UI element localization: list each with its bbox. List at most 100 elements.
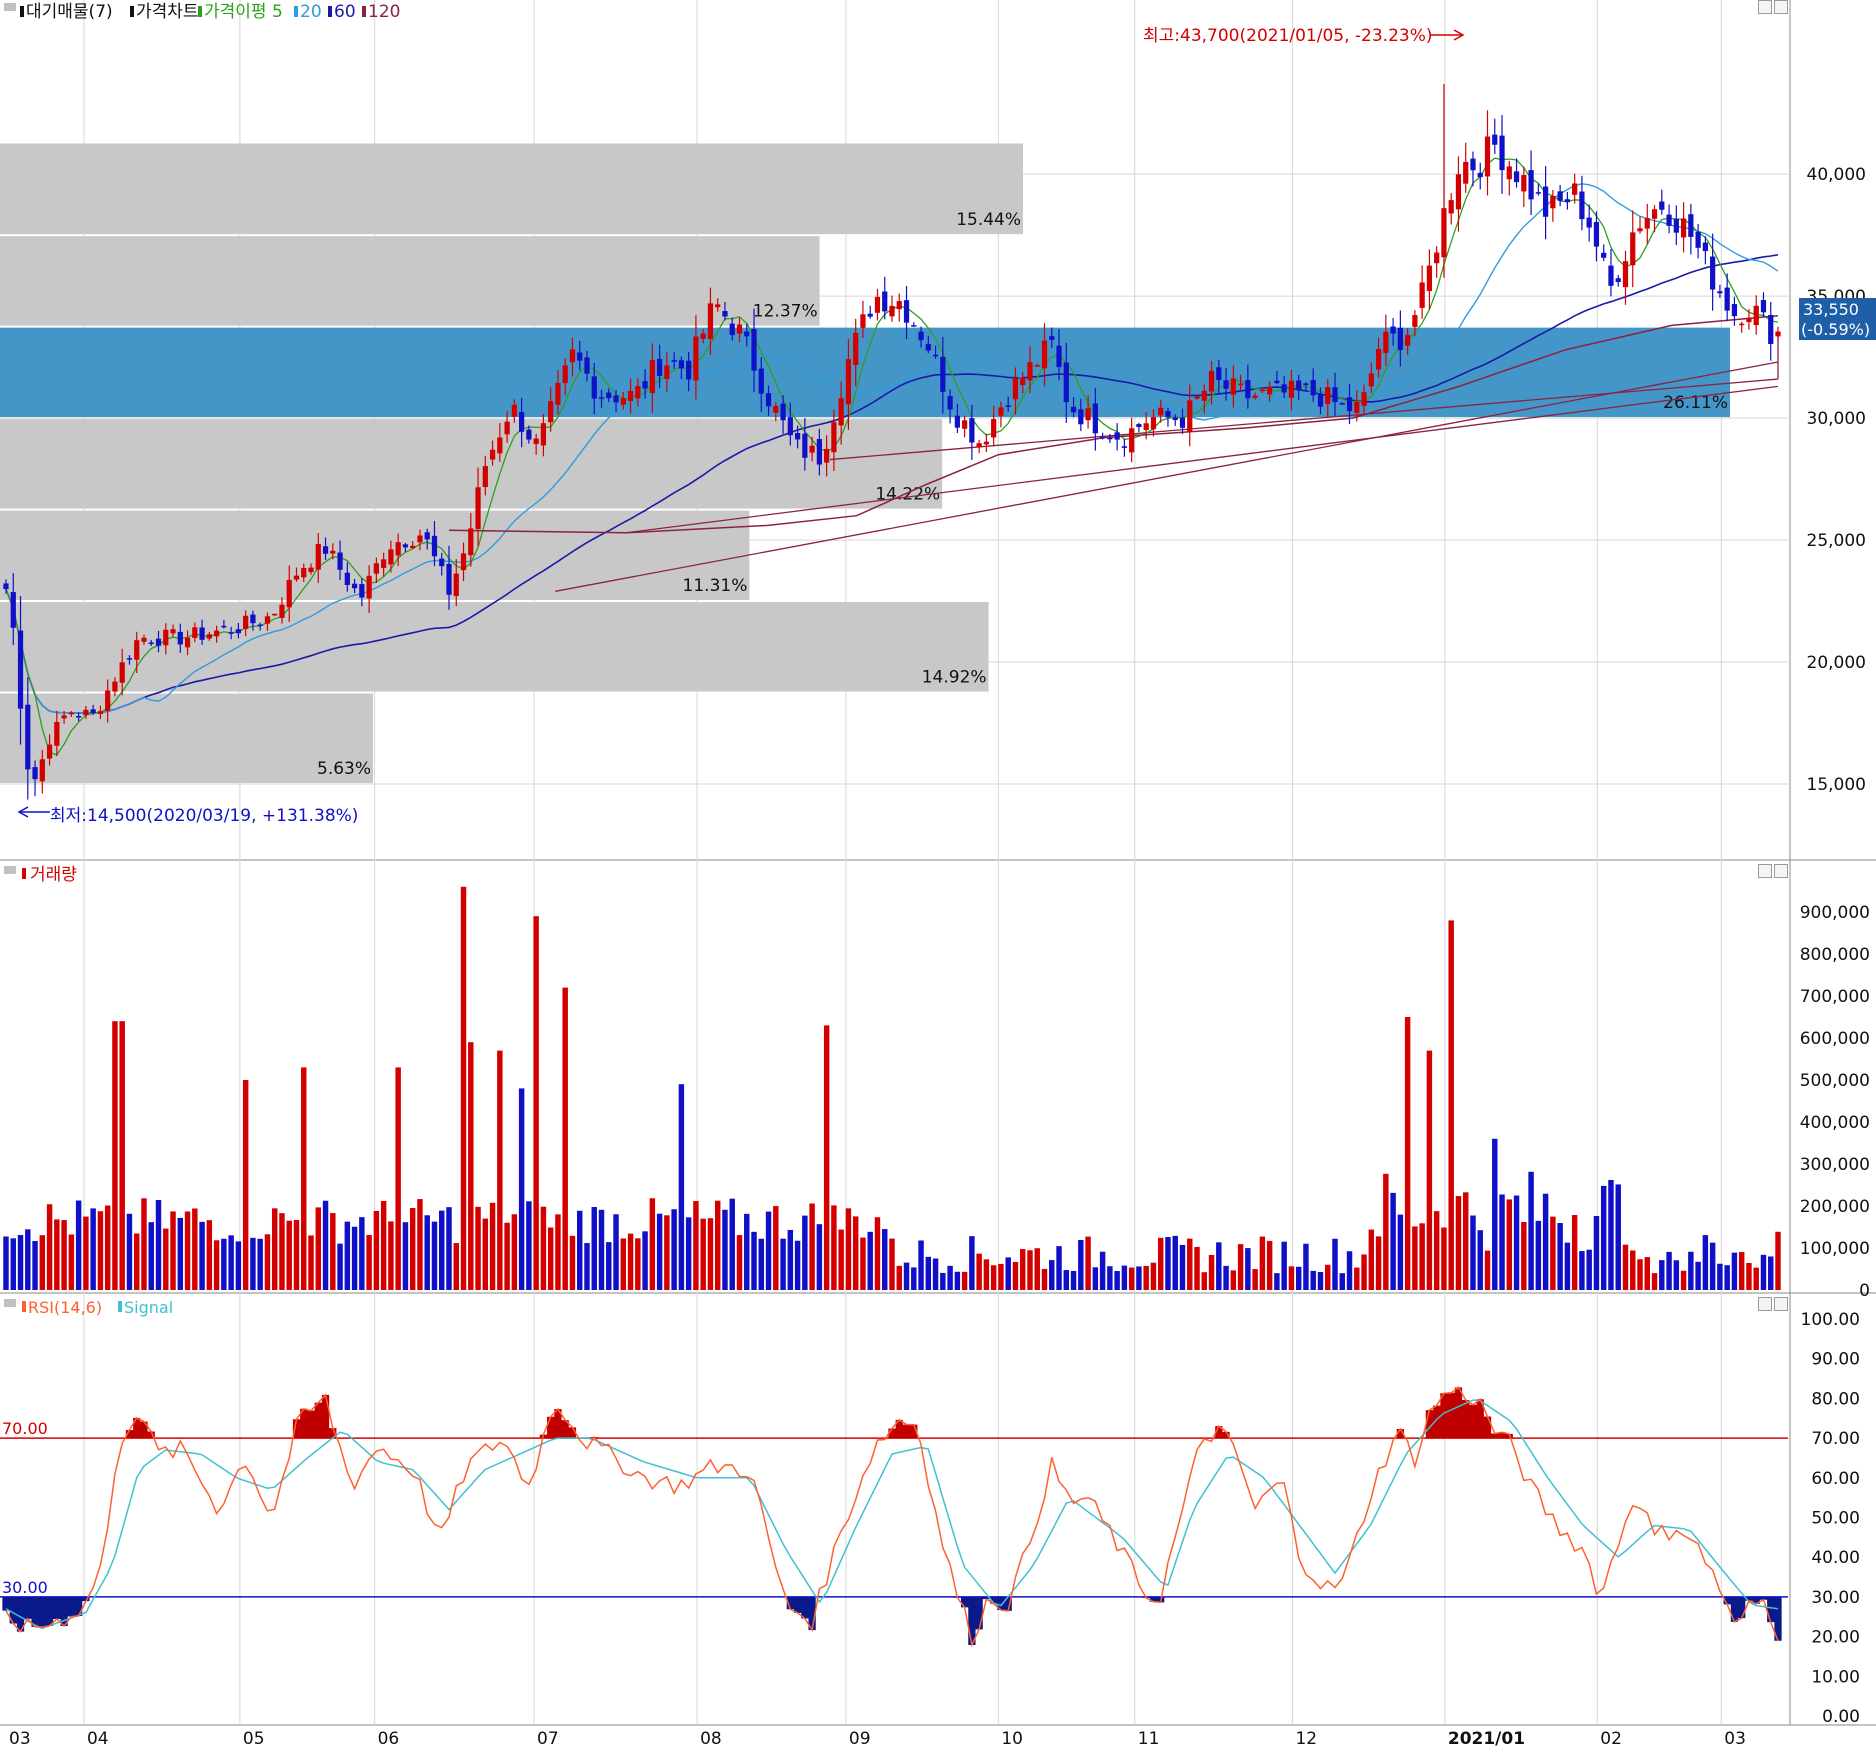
candle-body xyxy=(351,583,358,589)
volume-bar xyxy=(1564,1242,1571,1290)
volume-bar xyxy=(1593,1215,1600,1290)
volume-panel-minimize-button[interactable] xyxy=(1758,864,1772,878)
volume-bar xyxy=(1760,1254,1767,1290)
rsi-panel-close-button[interactable] xyxy=(1774,1297,1788,1311)
candle-body xyxy=(1165,410,1171,418)
volume-bar xyxy=(301,1067,307,1290)
volume-bar xyxy=(852,1216,859,1290)
candle-body xyxy=(10,592,16,628)
price-panel-minimize-button[interactable] xyxy=(1758,0,1772,14)
candle-body xyxy=(983,441,990,445)
volume-bar xyxy=(882,1229,888,1290)
legend-swatch xyxy=(20,6,24,17)
candle-body xyxy=(1041,340,1048,369)
candle-body xyxy=(1136,424,1142,427)
volume-bar xyxy=(460,886,467,1290)
candle-body xyxy=(68,712,74,715)
volume-bar xyxy=(1303,1243,1309,1290)
volume-bar xyxy=(1753,1267,1759,1290)
price-panel-close-button[interactable] xyxy=(1774,0,1788,14)
volume-bar xyxy=(1397,1214,1404,1290)
volume-y-tick: 300,000 xyxy=(1800,1155,1870,1175)
volume-bar xyxy=(794,1240,801,1290)
volume-bar xyxy=(598,1209,605,1290)
volume-bar xyxy=(1492,1138,1498,1290)
candle-body xyxy=(1208,370,1215,392)
volume-bar xyxy=(860,1237,866,1290)
volume-bar xyxy=(1187,1238,1193,1290)
candle-body xyxy=(184,637,191,648)
rsi-panel-minimize-button[interactable] xyxy=(1758,1297,1772,1311)
volume-bar xyxy=(388,1221,394,1290)
volume-bar xyxy=(1637,1259,1643,1290)
candle-body xyxy=(1680,218,1687,238)
volume-bar xyxy=(308,1235,314,1290)
volume-bar xyxy=(1143,1265,1149,1290)
volume-bar xyxy=(1361,1254,1367,1290)
candle-body xyxy=(932,354,939,357)
candle-body xyxy=(76,716,82,718)
candle-body xyxy=(736,324,743,334)
candle-body xyxy=(802,433,808,458)
candle-body xyxy=(1303,383,1309,385)
volume-bar xyxy=(315,1207,322,1290)
volume-bar xyxy=(163,1228,169,1290)
candle-body xyxy=(402,544,409,548)
volume-bar xyxy=(693,1201,699,1290)
volume-bar xyxy=(867,1231,873,1290)
candle-body xyxy=(264,616,271,624)
volume-bar xyxy=(1259,1236,1266,1290)
volume-bar xyxy=(431,1221,438,1290)
candle-body xyxy=(976,443,982,448)
candle-body xyxy=(322,546,329,554)
candle-body xyxy=(918,331,924,341)
volume-bar xyxy=(1034,1248,1040,1290)
volume-bar xyxy=(576,1210,583,1290)
volume-bar xyxy=(1666,1251,1672,1290)
candle-body xyxy=(83,709,89,716)
volume-bar xyxy=(976,1253,982,1290)
candle-body xyxy=(1579,191,1585,220)
trendlines xyxy=(555,331,1779,592)
volume-bar xyxy=(1085,1236,1091,1290)
candle-body xyxy=(1332,387,1338,403)
volume-bar xyxy=(1746,1262,1752,1290)
candle-body xyxy=(1281,384,1287,393)
volume-bar xyxy=(1150,1262,1157,1290)
volume-bar xyxy=(1426,1050,1433,1290)
volume-bar xyxy=(1630,1250,1636,1290)
candle-body xyxy=(1252,395,1258,398)
volume-bar xyxy=(947,1265,953,1290)
volume-bar xyxy=(184,1211,191,1290)
legend-item: 대기매물(7) xyxy=(26,2,113,22)
candle-body xyxy=(1513,171,1520,183)
candle-body xyxy=(141,637,147,642)
candle-body xyxy=(1630,232,1636,266)
candle-body xyxy=(511,404,517,417)
candle-body xyxy=(1550,195,1556,209)
volume-bar xyxy=(903,1262,910,1290)
candle-body xyxy=(809,445,815,453)
candle-body xyxy=(715,304,721,308)
volume-panel-close-button[interactable] xyxy=(1774,864,1788,878)
candle-body xyxy=(126,658,133,660)
candle-body xyxy=(1644,218,1650,229)
volume-bar xyxy=(206,1220,213,1290)
legend-item: 가격차트 xyxy=(136,2,199,22)
candle-body xyxy=(32,767,38,780)
volume-bar xyxy=(664,1215,670,1290)
candle-body xyxy=(293,575,300,580)
rsi-y-tick: 10.00 xyxy=(1811,1667,1860,1687)
supply-box-label: 14.92% xyxy=(922,668,987,688)
candle-body xyxy=(1194,396,1200,399)
candle-body xyxy=(1092,403,1098,434)
volume-bar xyxy=(802,1215,808,1290)
candle-body xyxy=(39,759,45,782)
volume-bar xyxy=(773,1206,779,1290)
volume-bar xyxy=(911,1267,917,1290)
volume-bar xyxy=(1673,1260,1680,1290)
candle-body xyxy=(235,629,242,634)
volume-bar xyxy=(1310,1270,1316,1290)
candle-body xyxy=(1441,208,1447,258)
volume-bar xyxy=(1099,1251,1106,1290)
